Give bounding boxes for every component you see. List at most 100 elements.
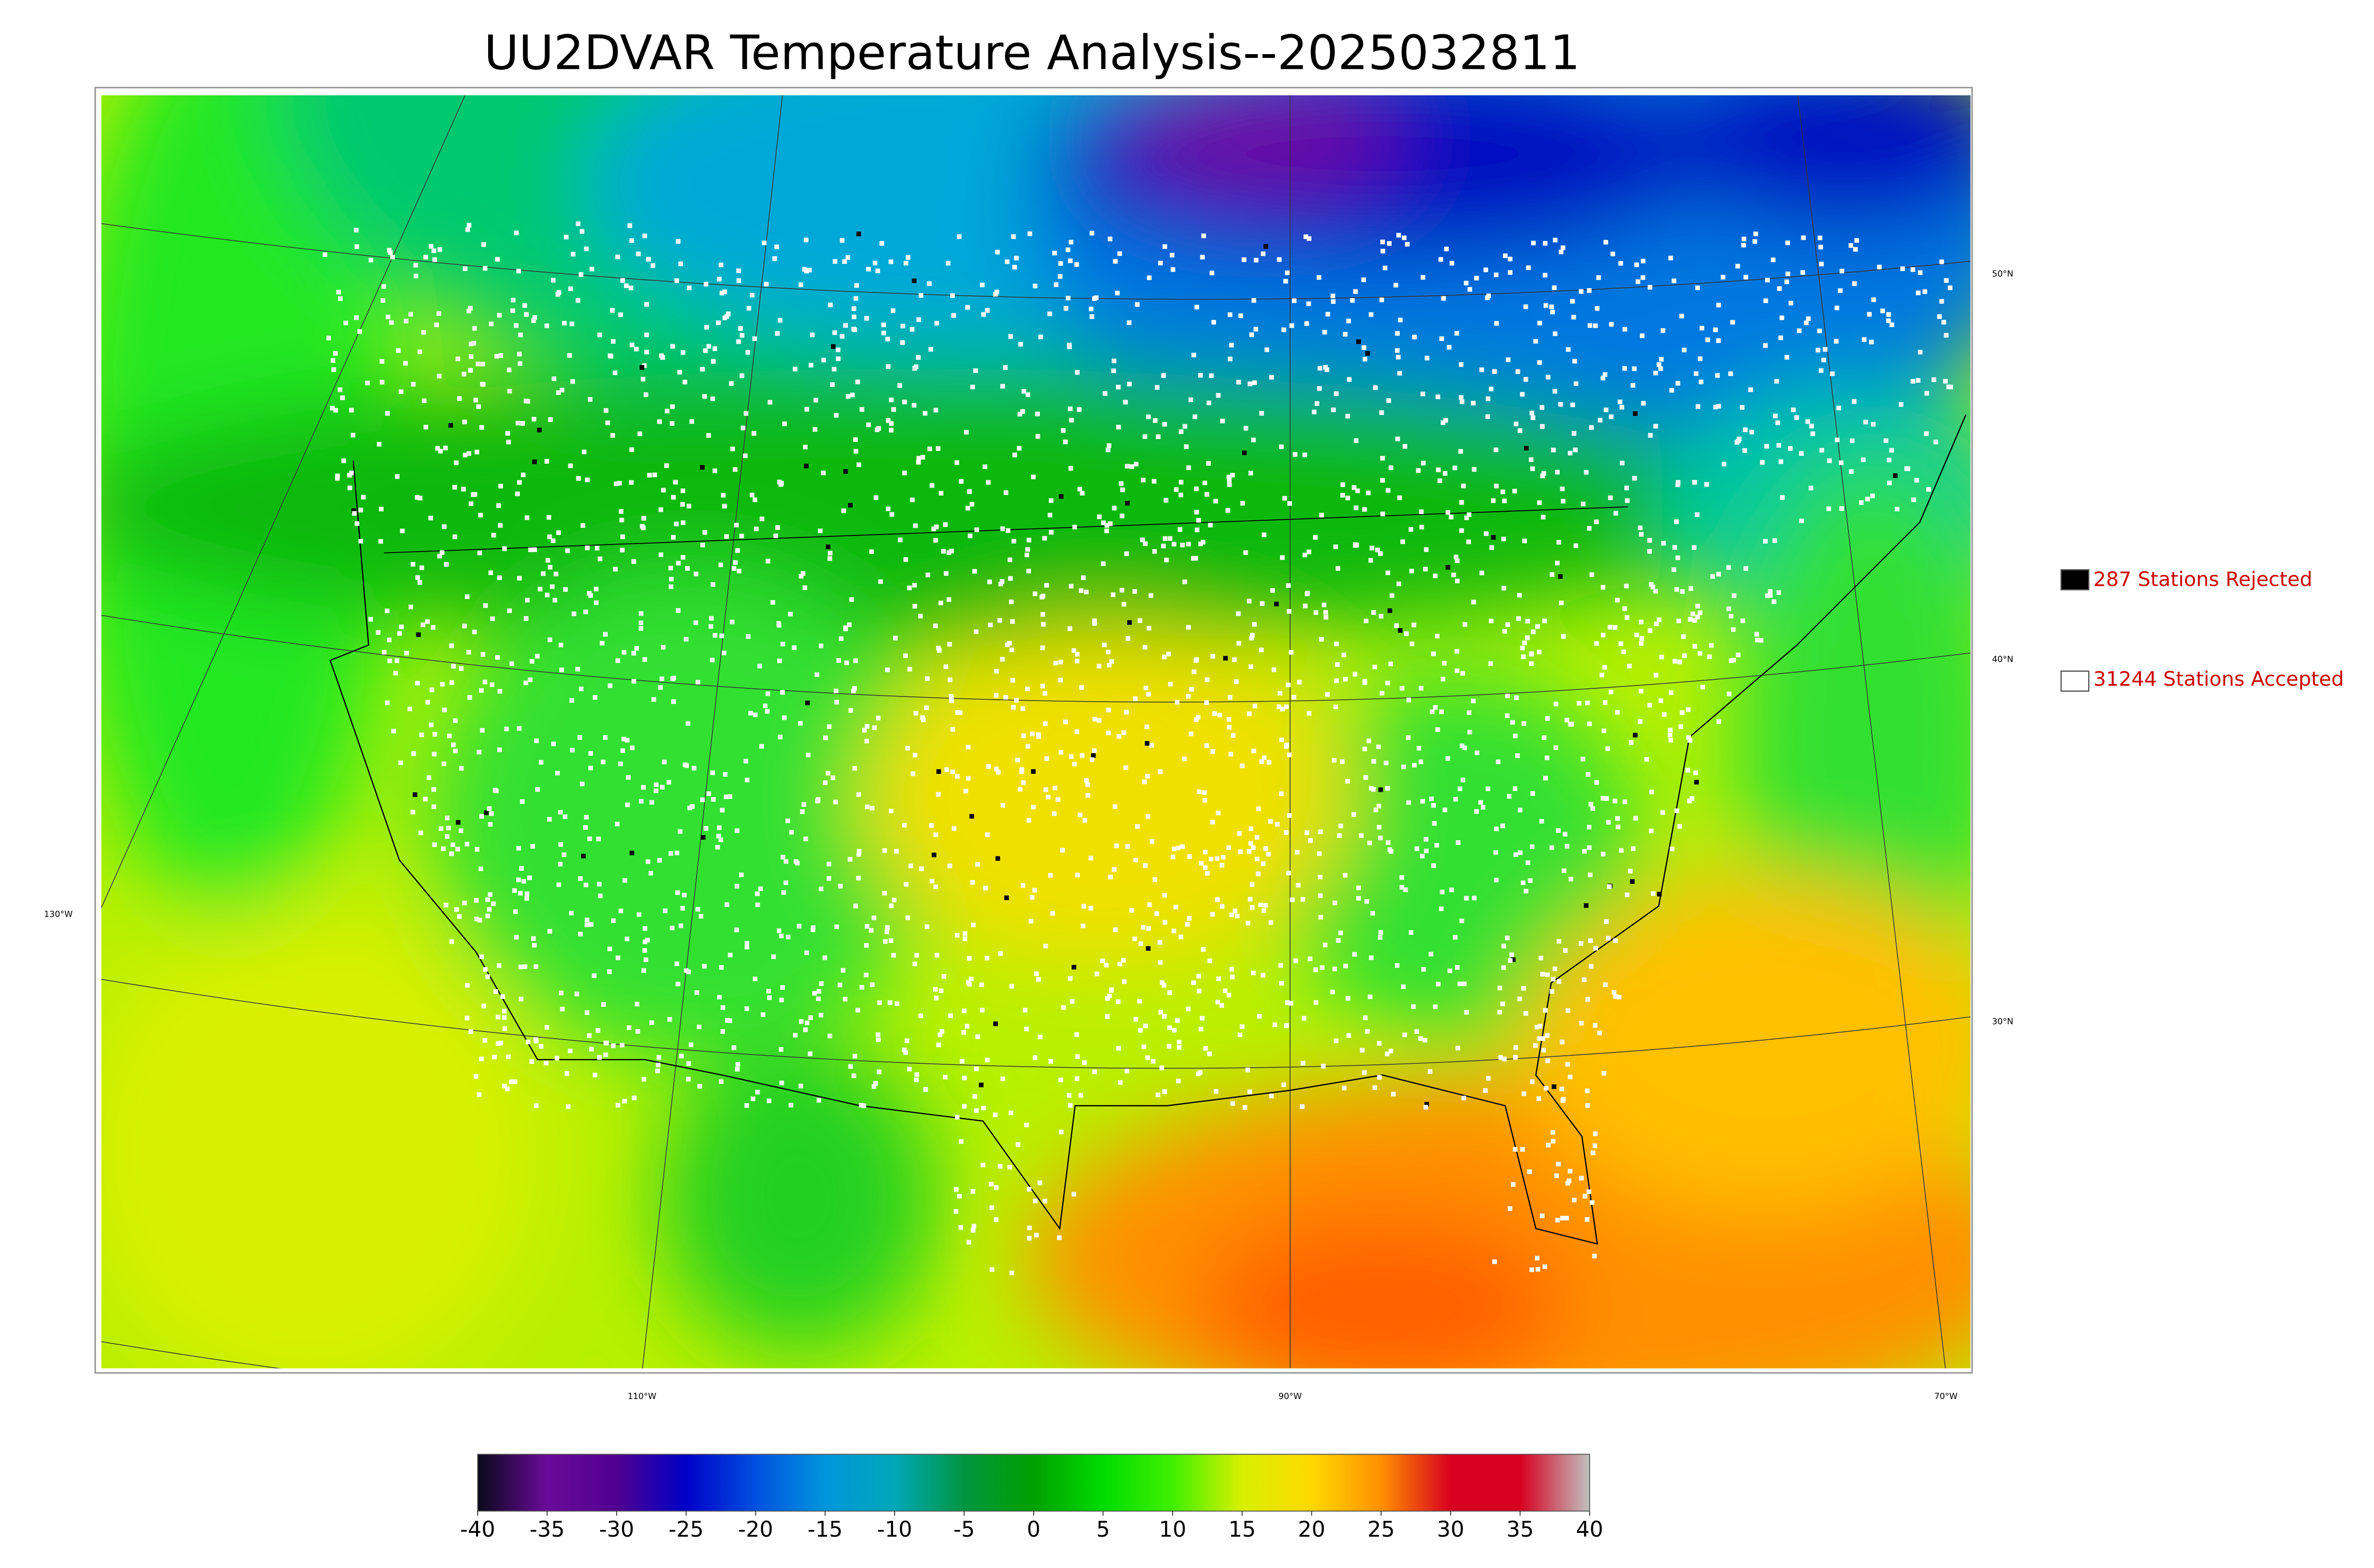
station-marker — [1679, 710, 1685, 715]
station-marker — [1632, 366, 1637, 371]
station-marker — [1228, 357, 1233, 362]
station-marker — [1506, 357, 1511, 362]
colorbar-tick-label: -30 — [599, 1517, 634, 1542]
station-marker — [674, 850, 679, 855]
station-marker — [1579, 1175, 1584, 1181]
station-marker — [1412, 622, 1416, 628]
station-marker — [1593, 323, 1598, 329]
station-marker — [1240, 501, 1245, 506]
station-marker — [816, 989, 821, 994]
station-marker — [404, 319, 409, 324]
station-marker — [912, 278, 917, 283]
station-marker — [1545, 375, 1551, 380]
station-marker — [716, 834, 721, 839]
station-marker — [1104, 963, 1109, 967]
station-marker — [1259, 648, 1264, 652]
station-marker — [1176, 1079, 1181, 1084]
station-marker — [1521, 721, 1526, 726]
station-marker — [1716, 572, 1721, 577]
station-marker — [636, 252, 641, 256]
station-marker — [1250, 633, 1255, 638]
station-marker — [1561, 245, 1565, 250]
station-marker — [812, 427, 818, 432]
station-marker — [1201, 233, 1206, 238]
station-marker — [1063, 719, 1068, 724]
station-marker — [1639, 641, 1644, 646]
station-marker — [1092, 717, 1097, 722]
station-marker — [881, 322, 886, 328]
station-marker — [933, 408, 938, 413]
station-marker — [801, 571, 806, 576]
station-marker — [482, 1038, 488, 1043]
station-marker — [1564, 1216, 1569, 1221]
station-marker — [1012, 452, 1017, 458]
station-marker — [667, 1017, 672, 1022]
station-marker — [1366, 490, 1371, 496]
station-marker — [1318, 829, 1323, 835]
station-marker — [634, 646, 639, 651]
station-marker — [1431, 863, 1436, 868]
station-marker — [1818, 244, 1823, 250]
station-marker — [1697, 651, 1703, 656]
station-marker — [1325, 312, 1330, 317]
station-marker — [1191, 669, 1196, 674]
station-marker — [640, 365, 644, 370]
station-marker — [1260, 601, 1265, 606]
station-marker — [1060, 848, 1065, 853]
station-marker — [994, 1217, 999, 1222]
station-marker — [1106, 649, 1111, 655]
station-marker — [1018, 342, 1023, 347]
station-marker — [701, 835, 706, 840]
station-marker — [834, 700, 839, 704]
station-marker — [489, 811, 494, 816]
station-marker — [1196, 988, 1202, 994]
station-marker — [793, 1033, 798, 1038]
station-marker — [1402, 235, 1407, 240]
station-marker — [1403, 444, 1407, 449]
station-marker — [1471, 600, 1476, 605]
station-marker — [1524, 446, 1529, 451]
station-marker — [385, 411, 390, 416]
station-marker — [1572, 1198, 1577, 1202]
station-marker — [1372, 1085, 1377, 1090]
station-marker — [1256, 806, 1261, 811]
station-marker — [1028, 919, 1034, 924]
station-marker — [1112, 358, 1117, 364]
station-marker — [1233, 909, 1238, 913]
station-marker — [974, 527, 979, 532]
station-marker — [721, 493, 726, 498]
station-marker — [1162, 244, 1168, 249]
station-marker — [649, 800, 654, 805]
station-marker — [538, 760, 544, 765]
station-marker — [587, 591, 592, 596]
station-marker — [649, 1020, 654, 1025]
station-marker — [1659, 655, 1664, 659]
station-marker — [828, 551, 833, 556]
station-marker — [697, 1084, 702, 1089]
station-marker — [1025, 686, 1030, 692]
station-marker — [889, 512, 895, 517]
station-marker — [1388, 1049, 1394, 1053]
station-marker — [1420, 798, 1425, 804]
station-marker — [1120, 588, 1124, 593]
station-marker — [1009, 984, 1014, 989]
station-marker — [706, 344, 711, 349]
station-marker — [547, 929, 552, 934]
station-marker — [848, 708, 853, 713]
station-marker — [620, 534, 625, 539]
station-marker — [966, 744, 970, 750]
station-marker — [1460, 743, 1465, 748]
station-marker — [1163, 498, 1168, 503]
station-marker — [1343, 963, 1348, 968]
station-marker — [1340, 482, 1346, 487]
station-marker — [700, 797, 705, 802]
station-marker — [1143, 863, 1148, 868]
station-marker — [876, 1037, 881, 1042]
station-marker — [736, 569, 742, 573]
station-marker — [1163, 536, 1168, 541]
station-marker — [1120, 513, 1125, 518]
station-marker — [1497, 986, 1502, 991]
station-marker — [512, 888, 517, 893]
station-marker — [1849, 469, 1854, 474]
station-marker — [1152, 549, 1157, 554]
